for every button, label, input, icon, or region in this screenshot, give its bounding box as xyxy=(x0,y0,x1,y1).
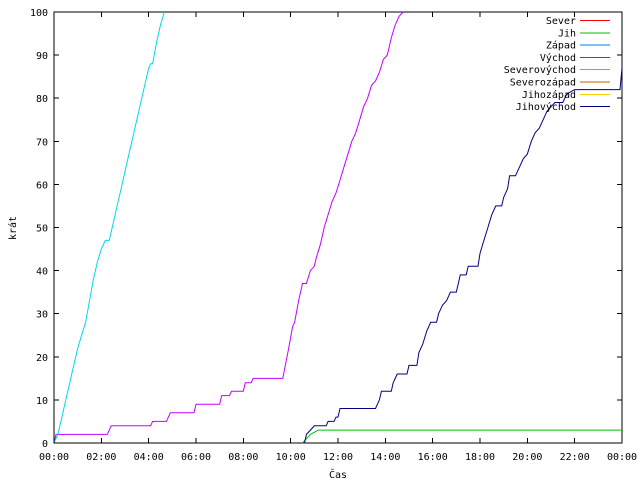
y-tick-label: 70 xyxy=(36,137,48,148)
series-line-severovychod xyxy=(53,11,165,444)
x-tick-label: 02:00 xyxy=(86,452,116,463)
legend: SeverJihZápadVýchodSeverovýchodSeverozáp… xyxy=(504,16,610,113)
x-tick-label: 18:00 xyxy=(465,452,495,463)
legend-label-severovychod: Severovýchod xyxy=(504,64,576,76)
x-tick-label: 10:00 xyxy=(276,452,306,463)
legend-label-severozapad: Severozápad xyxy=(510,77,576,89)
x-tick-label: 00:00 xyxy=(607,452,637,463)
legend-label-jihovychod: Jihovýchod xyxy=(516,101,576,113)
x-tick-label: 04:00 xyxy=(134,452,164,463)
x-tick-label: 00:00 xyxy=(39,452,69,463)
x-tick-label: 16:00 xyxy=(418,452,448,463)
y-tick-label: 100 xyxy=(30,8,48,19)
legend-label-jih: Jih xyxy=(558,28,576,39)
x-axis-label: Čas xyxy=(329,468,347,480)
legend-label-vychod: Východ xyxy=(540,52,576,64)
y-tick-label: 40 xyxy=(36,267,48,278)
x-tick-label: 22:00 xyxy=(560,452,590,463)
x-tick-label: 08:00 xyxy=(228,452,258,463)
x-tick-label: 14:00 xyxy=(370,452,400,463)
y-tick-label: 50 xyxy=(36,224,48,235)
x-tick-label: 20:00 xyxy=(512,452,542,463)
y-tick-label: 20 xyxy=(36,353,48,364)
legend-label-sever: Sever xyxy=(546,16,576,27)
y-tick-label: 30 xyxy=(36,310,48,321)
x-tick-label: 06:00 xyxy=(181,452,211,463)
y-tick-label: 10 xyxy=(36,396,48,407)
x-tick-label: 12:00 xyxy=(323,452,353,463)
series-line-jihovychod xyxy=(304,67,623,444)
series-line-jih xyxy=(302,429,622,444)
y-axis-label: krát xyxy=(7,216,19,240)
legend-label-zapad: Západ xyxy=(546,40,576,52)
tick-layer: 00:00 02:00 04:00 06:00 08:00 10:00 12:00 14:00… xyxy=(30,8,637,463)
y-tick-label: 80 xyxy=(36,94,48,105)
legend-label-jihozapad: Jihozápad xyxy=(522,89,576,101)
series-line-vychod xyxy=(53,11,404,444)
y-tick-label: 0 xyxy=(42,439,48,450)
y-tick-label: 60 xyxy=(36,180,48,191)
y-tick-label: 90 xyxy=(36,51,48,62)
